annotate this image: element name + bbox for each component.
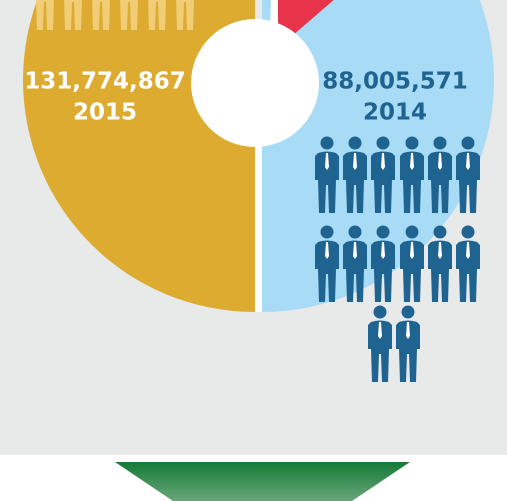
donut-hole: [191, 19, 319, 147]
left-value: 131,774,867: [24, 69, 186, 95]
red-segment: [278, 0, 334, 36]
left-year: 2015: [73, 100, 137, 126]
green-banner: [115, 462, 410, 501]
divider: [255, 80, 262, 312]
right-year: 2014: [363, 100, 427, 126]
right-value: 88,005,571: [322, 69, 468, 95]
